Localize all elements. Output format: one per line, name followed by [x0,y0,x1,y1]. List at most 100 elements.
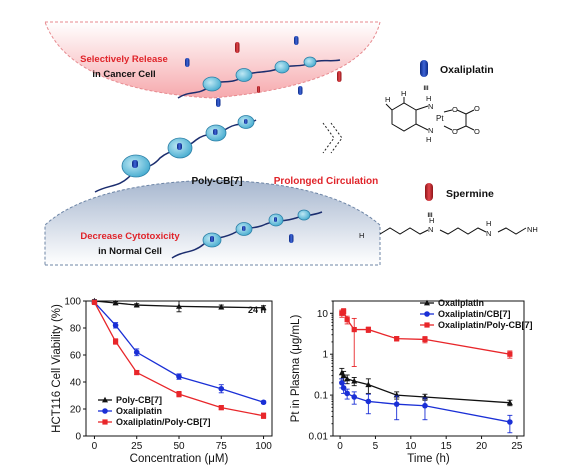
decrease-cytotoxicity-label: Decrease Cytotoxicity [80,231,180,242]
y-tick-label: 0 [75,432,81,443]
n-atom-2: N [428,126,433,135]
y-tick-label: 40 [70,378,82,389]
x-tick-label: 10 [405,441,417,452]
nh-h-2: H [486,219,491,228]
legend-entry: Oxaliplatin [438,298,484,308]
x-tick-label: 50 [173,441,185,452]
nh2-group: NH [527,225,538,234]
plot-frame [85,300,273,437]
data-point [351,377,358,384]
y-axis-label: Pt in Plasma (μg/mL) [290,315,302,423]
legend-entry: Oxaliplatin [116,406,162,416]
legend-marker [424,311,430,317]
data-point [365,398,372,405]
data-point [351,394,358,400]
legend-entry: Oxaliplatin/Poly-CB[7] [438,320,533,330]
nh-group-1: N [428,225,433,234]
legend-entry: Oxaliplatin/CB[7] [438,309,511,319]
in-cancer-cell-label: in Cancer Cell [92,69,155,80]
prolonged-circulation-label: Prolonged Circulation [274,176,378,187]
x-tick-label: 100 [255,441,272,452]
data-point [133,301,140,308]
polymer-chain-normal [171,209,323,259]
data-point [260,413,267,419]
data-point [506,399,513,406]
h2-atom-2: H [426,135,431,144]
y-tick-label: 0.01 [309,432,329,443]
series-line [94,300,264,309]
data-point [351,326,357,333]
nh-group-2: N [486,229,491,238]
legend-marker [424,299,430,306]
series-poly-cb-7- [91,297,267,313]
spermine-icon [425,183,433,201]
legend-entry: Oxaliplatin/Poly-CB[7] [116,417,211,427]
y-tick-label: 80 [70,324,82,335]
data-point [394,336,400,342]
data-point [340,385,347,391]
n-atom-1: N [428,102,433,111]
legend-marker [102,419,108,425]
data-point [218,385,225,392]
x-axis-label: Concentration (μM) [130,453,229,465]
y-tick-label: 60 [70,351,82,362]
polymer-chain-center [94,115,257,193]
legend-marker [102,408,108,414]
oxaliplatin-label: Oxaliplatin [440,64,494,76]
h-atom-2: H [401,89,406,98]
nh-h-1: H [429,216,434,225]
series-line [93,301,264,403]
pt-atom: Pt [436,114,444,123]
data-point [260,399,267,406]
data-point [133,349,140,356]
spermine-label: Spermine [446,188,494,200]
y-tick-label: 1 [322,350,328,361]
data-point [422,336,428,343]
data-point [340,372,347,378]
equiv-symbol-1: III [423,86,428,92]
plot-frame [332,300,525,437]
data-point [176,303,182,309]
data-point [344,390,350,397]
cell-viability-chart: 0 25 50 75 100 0 20 40 60 80 100 Concentration (μM)… [51,297,273,465]
legend: OxaliplatinOxaliplatin/CB[7]Oxaliplatin/… [420,298,533,330]
data-point [344,375,351,382]
oxaliplatin-icon [420,60,428,77]
spermine-structure [379,227,527,235]
data-point [176,391,182,397]
h2n-group: H [359,231,364,240]
data-point [112,299,119,306]
x-tick-label: 25 [511,441,523,452]
data-point [112,338,119,345]
oxaliplatin-structure [385,97,475,132]
poly-cb7-label: Poly-CB[7] [191,176,242,187]
time-annotation: 24 h [248,305,266,315]
o-atom-3: O [474,104,480,113]
legend: Poly-CB[7]OxaliplatinOxaliplatin/Poly-CB… [98,395,211,427]
series-oxaliplatin [91,299,267,406]
selective-release-label: Selectively Release [80,54,168,65]
circulation-arrow-icon [322,122,343,154]
series-oxaliplatin-poly-cb-7- [339,308,513,367]
data-point [91,299,98,305]
x-tick-label: 5 [373,441,379,452]
series-oxaliplatin-poly-cb-7- [91,299,267,419]
data-point [134,369,140,376]
x-tick-label: 20 [476,441,488,452]
series-line [93,302,264,417]
x-axis-label: Time (h) [407,453,450,465]
o-atom-4: O [474,127,480,136]
data-point [507,419,513,425]
released-oxaliplatin-icon [185,36,303,107]
data-point [260,304,267,311]
data-point [422,402,428,409]
x-tick-label: 15 [441,441,453,452]
x-tick-label: 25 [131,441,143,452]
data-point [218,405,224,411]
data-point [365,381,372,388]
data-point [507,351,513,357]
o-atom-1: O [452,105,458,114]
y-tick-label: 100 [64,297,81,308]
